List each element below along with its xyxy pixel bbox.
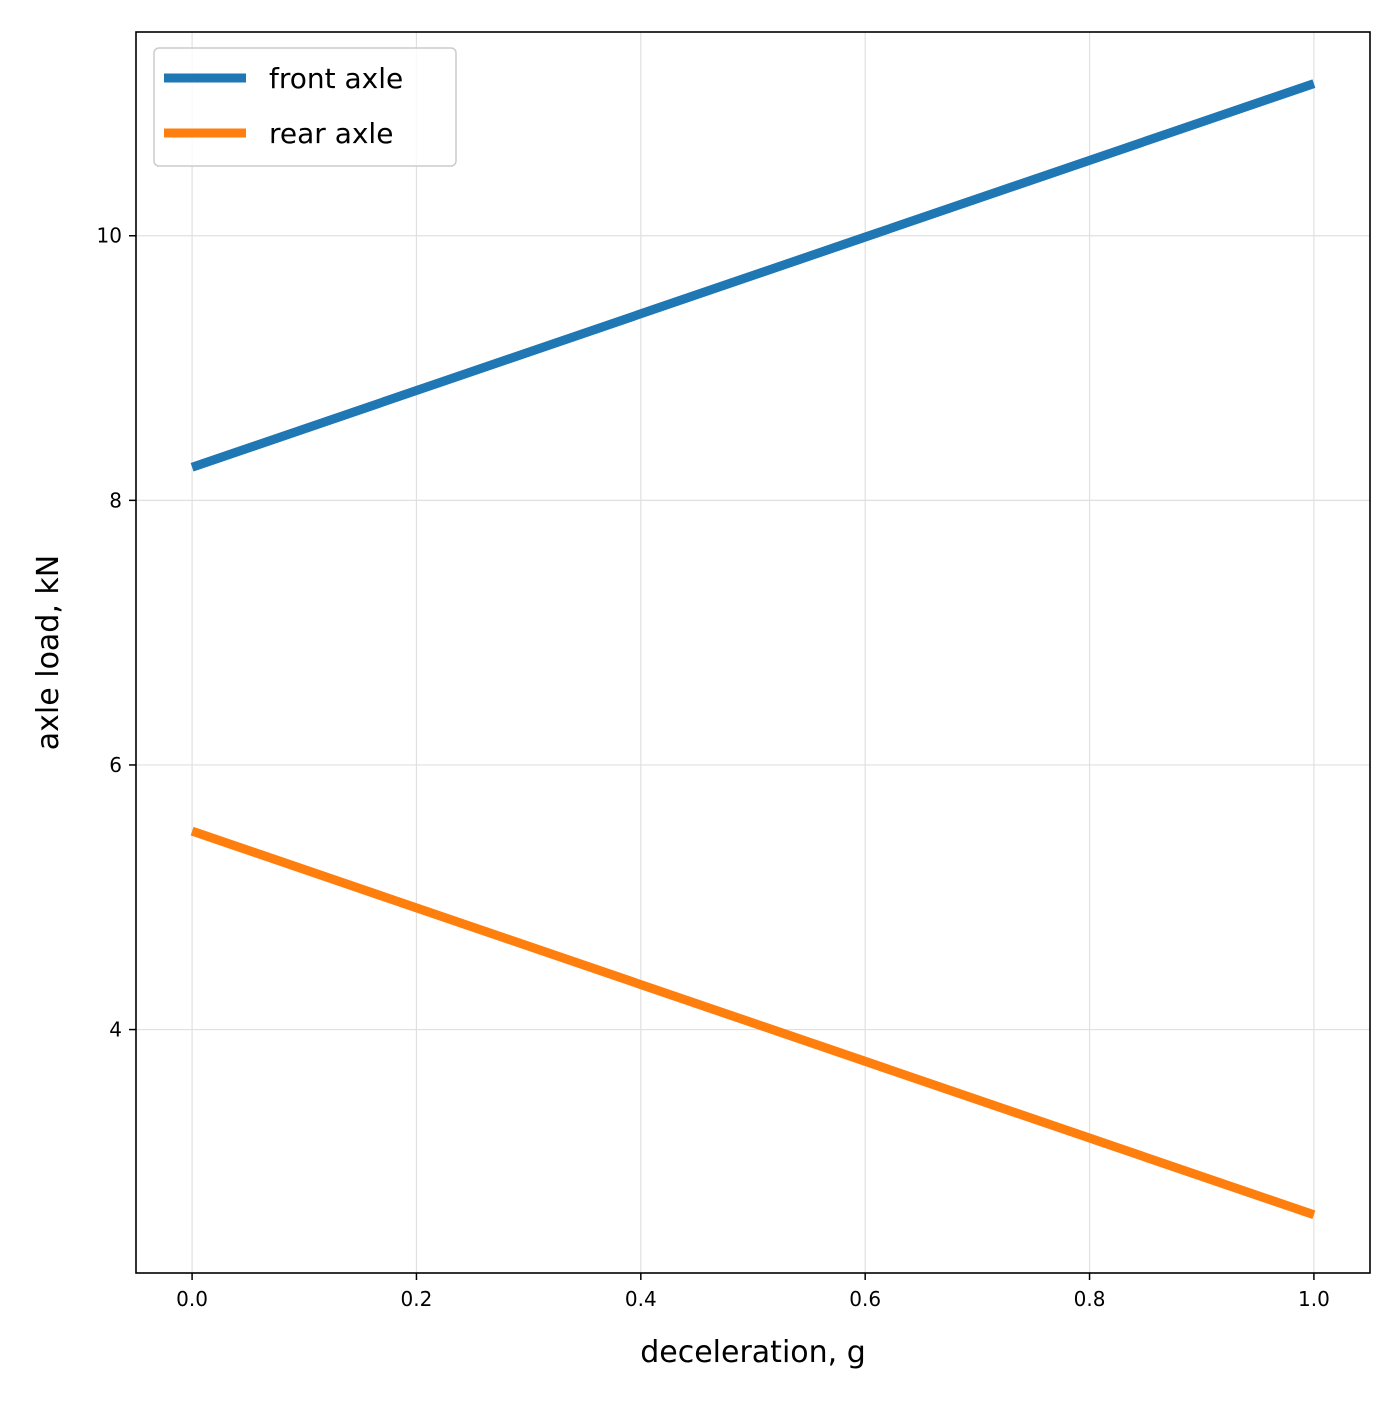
y-tick-label: 6 (109, 753, 122, 777)
axis-ticks: 0.0 0.2 0.4 0.6 0.8 1.0 4 6 8 10 (97, 224, 1330, 1311)
y-axis-label: axle load, kN (31, 555, 66, 750)
x-tick-label: 0.4 (625, 1287, 657, 1311)
series-line-front-axle (190, 79, 1316, 472)
x-tick-label: 0.6 (849, 1287, 881, 1311)
legend-label: front axle (269, 62, 403, 95)
x-tick-label: 0.8 (1074, 1287, 1106, 1311)
legend: front axle rear axle (153, 47, 457, 167)
series-lines (190, 79, 1316, 1220)
x-axis-label: deceleration, g (640, 1335, 866, 1370)
series-line-rear-axle (190, 826, 1316, 1220)
y-tick-label: 8 (109, 488, 122, 512)
legend-label: rear axle (269, 117, 393, 150)
y-tick-label: 4 (109, 1018, 122, 1042)
x-tick-label: 1.0 (1298, 1287, 1330, 1311)
plot-frame (135, 31, 1371, 1274)
x-tick-label: 0.2 (401, 1287, 433, 1311)
x-tick-label: 0.0 (176, 1287, 208, 1311)
y-tick-label: 10 (97, 224, 122, 248)
